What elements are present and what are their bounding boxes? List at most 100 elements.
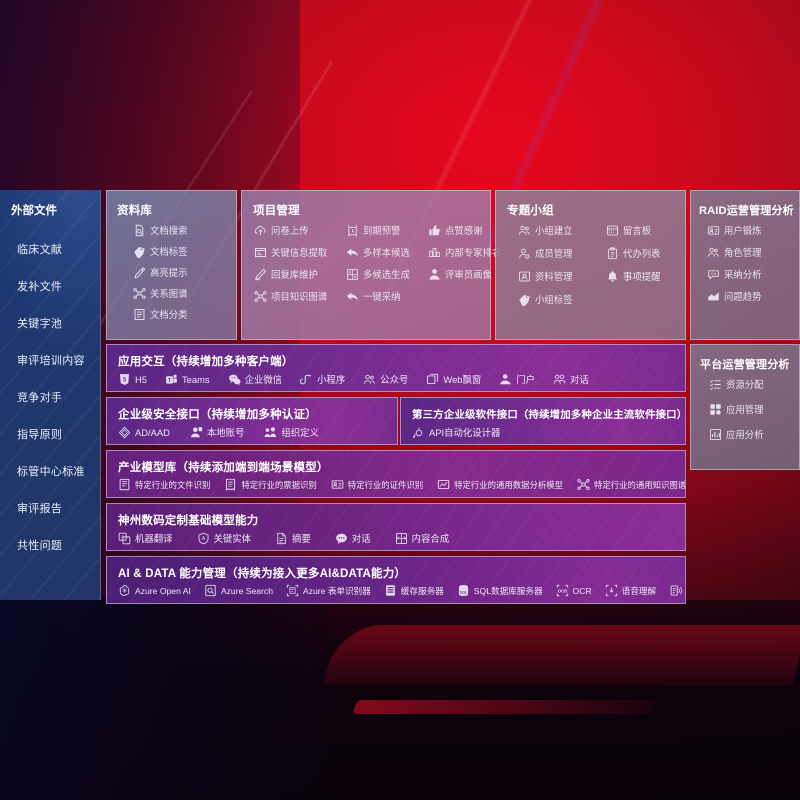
pm-item-multi-sample-candidate[interactable]: 多样本候选 [346,245,426,259]
id-card-icon [331,478,344,491]
aid-item-speech-understanding[interactable]: 语音理解 [605,584,656,597]
third-item-api-designer[interactable]: API自动化设计器 [412,425,500,439]
tg-item-material-management[interactable]: 资料管理 [518,269,606,283]
plat-item-app-analysis[interactable]: 应用分析 [709,427,764,441]
model-item-knowledge-graph[interactable]: 特定行业的通用知识图谱模型 [577,478,685,491]
kb-item-highlight-hint[interactable]: 高亮提示 [133,265,188,279]
tag-icon [518,293,531,306]
web-popup-icon [426,373,439,386]
ai-item-dialog[interactable]: 对话 [553,372,589,386]
raid-item-role-management[interactable]: 角色管理 [707,245,762,259]
ai-data-capability-panel: AI & DATA 能力管理（持续为接入更多AI&DATA能力） Azure O… [106,556,686,604]
svg-text:OCR: OCR [557,588,566,593]
model-item-id-recognition[interactable]: 特定行业的证件识别 [331,478,423,491]
item-label: 应用管理 [726,404,764,415]
model-item-receipt-recognition[interactable]: 特定行业的票据识别 [224,478,317,491]
task-list-icon [709,378,722,391]
base-item-summary[interactable]: 摘要 [275,531,311,545]
raid-item-user-training[interactable]: 用户锻炼 [707,223,762,237]
tts-icon [669,584,683,597]
sec-item-ad-aad[interactable]: AD/AAD [118,425,170,439]
ai-item-official-account[interactable]: 公众号 [363,372,408,386]
item-label: 小组建立 [535,225,573,236]
ai-item-portal[interactable]: 门户 [499,372,535,386]
item-label: 内容合成 [411,533,450,544]
plat-item-app-management[interactable]: 应用管理 [709,402,764,416]
person-profile-icon [428,268,441,281]
aid-item-azure-search[interactable]: Azure Search [204,584,273,597]
tg-item-message-board[interactable]: 留言板 [606,223,684,237]
tg-item-todo-list[interactable]: 代办列表 [606,246,684,260]
raid-item-issue-trend[interactable]: 问题趋势 [707,289,762,303]
base-item-key-entity[interactable]: A 关键实体 [197,531,251,545]
pm-item-key-info-extract[interactable]: 关键信息提取 [254,245,344,259]
ai-item-miniprogram[interactable]: 小程序 [300,372,345,386]
aid-item-azure-openai[interactable]: Azure Open AI [118,584,191,597]
third-party-interface-items: API自动化设计器 [412,425,500,439]
sidebar-item-standards-center[interactable]: 标管中心标准 [0,452,100,489]
base-item-machine-translation[interactable]: A 机器翻译 [118,531,173,545]
sidebar-item-review-report[interactable]: 审评报告 [0,489,100,526]
official-account-icon [363,373,376,386]
model-item-file-recognition[interactable]: 特定行业的文件识别 [118,478,210,491]
sidebar-item-clinical-literature[interactable]: 临床文献 [0,230,100,267]
pm-item-reply-library[interactable]: 回复库维护 [254,267,344,281]
aid-item-ocr[interactable]: OCR OCR [556,584,592,597]
base-item-dialog[interactable]: 对话 [335,531,371,545]
sidebar-item-guidelines[interactable]: 指导原则 [0,415,100,452]
ai-item-wecom[interactable]: 企业微信 [228,372,282,386]
ai-item-teams[interactable]: T Teams [165,373,210,386]
aid-item-tts[interactable]: TTS [669,584,685,597]
security-interface-panel: 企业级安全接口（持续增加多种认证） AD/AAD 本地账号 组织定义 [106,397,398,445]
svg-text:A: A [201,536,205,542]
sec-item-org-definition[interactable]: 组织定义 [264,425,319,439]
plat-item-resource-allocation[interactable]: 资源分配 [709,377,764,391]
pm-item-project-knowledge-graph[interactable]: 项目知识图谱 [254,289,344,303]
tg-item-item-reminder[interactable]: 事项提醒 [606,269,684,283]
pm-item-multi-candidate-gen[interactable]: 多候选生成 [346,267,426,281]
cloud-upload-icon [254,224,267,237]
kb-item-document-search[interactable]: 文档搜索 [133,223,188,237]
third-party-interface-panel: 第三方企业级软件接口（持续增加多种企业主流软件接口） API自动化设计器 [400,397,686,445]
item-label: 点赞感谢 [445,225,483,236]
ai-item-h5[interactable]: 5 H5 [118,373,147,386]
model-item-data-analysis[interactable]: 特定行业的通用数据分析模型 [437,478,563,491]
person-gear-icon [518,247,531,260]
app-interaction-items: 5 H5 T Teams 企业微信 小程序 公众号 Web飘窗 [118,372,607,386]
kb-item-document-classify[interactable]: 文档分类 [133,307,188,321]
aid-item-sql-database[interactable]: SQL SQL数据库服务器 [457,584,543,597]
knowledge-base-items: 文档搜索 文档标签 高亮提示 关系图谱 文档分类 [133,223,188,321]
pm-item-expiry-alert[interactable]: 到期预警 [346,223,426,237]
tg-item-group-tag[interactable]: 小组标签 [518,292,606,306]
bell-icon [606,270,619,283]
item-label: 采纳分析 [724,269,762,280]
sidebar-item-common-issues[interactable]: 共性问题 [0,526,100,563]
svg-text:T: T [168,377,172,383]
item-label: 小程序 [317,374,346,385]
pm-item-one-click-adopt[interactable]: 一键采纳 [346,289,426,303]
pm-item-internal-expert-rank[interactable]: 内部专家排名 [428,245,501,259]
pm-item-questionnaire-upload[interactable]: 问卷上传 [254,223,344,237]
item-label: 问题趋势 [724,291,762,302]
item-label: API自动化设计器 [429,427,501,438]
background-vehicle-shape [323,625,800,685]
sidebar-item-keyword-pool[interactable]: 关键字池 [0,304,100,341]
ai-item-web-popup[interactable]: Web飘窗 [426,372,481,386]
base-item-content-synthesis[interactable]: 内容合成 [395,531,450,545]
kb-item-relation-graph[interactable]: 关系图谱 [133,286,188,300]
tg-item-member-management[interactable]: 成员管理 [518,246,606,260]
sidebar-item-competitors[interactable]: 竞争对手 [0,378,100,415]
entity-a-icon: A [197,532,210,545]
pm-item-reviewer-profile[interactable]: 评审员画像 [428,267,501,281]
tg-item-create-group[interactable]: 小组建立 [518,223,606,237]
item-label: 用户锻炼 [724,225,762,236]
aid-item-cache-server[interactable]: 缓存服务器 [384,584,444,597]
aid-item-form-recognizer[interactable]: Azure 表单识别器 [286,584,371,597]
raid-item-adoption-analysis[interactable]: QA 采纳分析 [707,267,762,281]
sidebar-item-supplement-documents[interactable]: 发补文件 [0,267,100,304]
kb-item-document-tag[interactable]: 文档标签 [133,244,188,258]
sidebar-item-review-training[interactable]: 审评培训内容 [0,341,100,378]
grid-expand-icon [346,268,359,281]
pm-item-like-thanks[interactable]: 点赞感谢 [428,223,501,237]
sec-item-local-account[interactable]: 本地账号 [190,425,244,439]
